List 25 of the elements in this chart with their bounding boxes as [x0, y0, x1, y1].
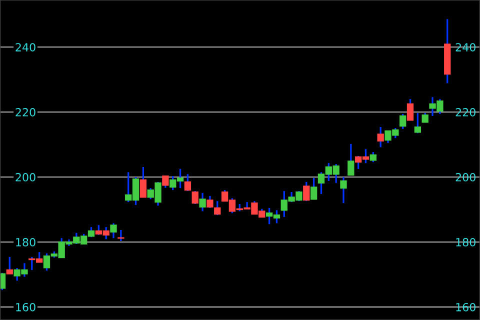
candlestick	[406, 98, 414, 122]
candlestick	[377, 126, 384, 148]
candlestick	[400, 113, 406, 130]
y-tick-label: 240	[16, 43, 36, 52]
candlestick	[184, 173, 192, 192]
candlestick	[414, 112, 422, 134]
candlestick	[370, 151, 377, 163]
candlestick	[422, 112, 428, 123]
y-tick-label: 220	[16, 108, 36, 116]
candlestick	[192, 190, 198, 205]
candlestick	[214, 200, 221, 216]
y2-tick-label: 160	[456, 302, 476, 312]
candlestick	[6, 256, 13, 275]
candlestick	[110, 222, 117, 239]
candlestick	[162, 175, 169, 189]
candlestick	[303, 181, 310, 202]
candlestick	[199, 192, 206, 212]
y-tick-label: 160	[16, 302, 36, 312]
candlestick	[340, 176, 347, 204]
y-tick-label: 180	[16, 238, 36, 246]
candlestick	[206, 195, 214, 209]
candlestick	[348, 143, 354, 176]
y-tick-label: 200	[16, 173, 36, 182]
candlestick	[140, 166, 147, 198]
candlestick	[310, 177, 318, 200]
